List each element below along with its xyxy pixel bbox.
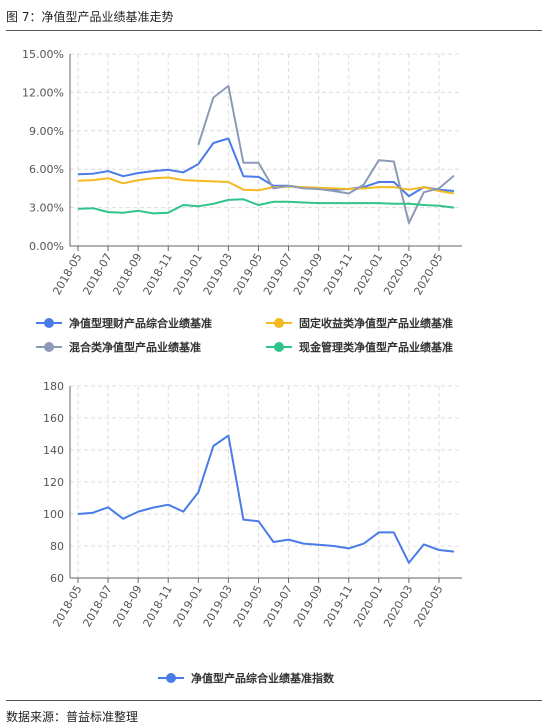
series-line-2: [77, 176, 455, 195]
x-tick-label: 2020-01: [351, 251, 385, 297]
x-tick-label: 2019-05: [231, 583, 265, 629]
x-tick-label: 2018-09: [111, 251, 145, 297]
x-tick-label: 2020-03: [381, 251, 415, 297]
series-line-4: [77, 198, 455, 215]
series-line-1: [77, 434, 455, 564]
legend-marker: [44, 342, 54, 352]
legend-marker: [166, 673, 176, 683]
y-tick-label: 180: [43, 380, 64, 393]
x-tick-label: 2019-01: [171, 583, 205, 629]
x-tick-label: 2018-05: [50, 251, 84, 297]
legend-label: 现金管理类净值型产品业绩基准: [299, 340, 453, 354]
x-tick-label: 2018-07: [80, 583, 114, 629]
y-tick-label: 60: [50, 572, 64, 585]
x-tick-label: 2020-05: [411, 583, 445, 629]
y-tick-label: 80: [50, 540, 64, 553]
y-tick-label: 120: [43, 476, 64, 489]
y-tick-label: 6.00%: [29, 163, 64, 176]
legend-marker: [274, 342, 284, 352]
x-tick-label: 2018-07: [80, 251, 114, 297]
x-tick-label: 2019-01: [171, 251, 205, 297]
y-tick-label: 15.00%: [22, 48, 64, 61]
x-tick-label: 2019-05: [231, 251, 265, 297]
x-tick-label: 2018-11: [141, 251, 175, 297]
x-tick-label: 2019-09: [291, 251, 325, 297]
x-tick-label: 2018-05: [50, 583, 84, 629]
y-tick-label: 160: [43, 412, 64, 425]
benchmark-line-chart: 0.00%3.00%6.00%9.00%12.00%15.00%2018-052…: [22, 48, 462, 354]
x-tick-label: 2020-05: [411, 251, 445, 297]
legend-label: 固定收益类净值型产品业绩基准: [299, 316, 453, 330]
data-source-note: 数据来源：普益标准整理: [6, 710, 139, 724]
legend-label: 混合类净值型产品业绩基准: [69, 340, 201, 354]
top-rule: [6, 30, 542, 31]
x-tick-label: 2020-03: [381, 583, 415, 629]
y-tick-label: 9.00%: [29, 125, 64, 138]
legend-label: 净值型理财产品综合业绩基准: [69, 316, 212, 330]
x-tick-label: 2018-09: [111, 583, 145, 629]
x-tick-label: 2019-03: [201, 583, 235, 629]
bottom-rule: [6, 700, 542, 701]
series-line-1: [77, 137, 455, 198]
benchmark-index-line-chart: 60 80 100 120 140 160 180 2018-052018-072018-09…: [43, 380, 462, 685]
x-tick-label: 2019-07: [261, 251, 295, 297]
legend-marker: [44, 318, 54, 328]
y-tick-label: 100: [43, 508, 64, 521]
legend-marker: [274, 318, 284, 328]
y-tick-label: 140: [43, 444, 64, 457]
y-tick-label: 3.00%: [29, 202, 64, 215]
x-tick-label: 2018-11: [141, 583, 175, 629]
legend-label: 净值型产品综合业绩基准指数: [191, 671, 335, 685]
y-tick-label: 0.00%: [29, 240, 64, 253]
x-tick-label: 2019-09: [291, 583, 325, 629]
x-tick-label: 2019-07: [261, 583, 295, 629]
x-tick-label: 2019-11: [321, 251, 355, 297]
x-tick-label: 2020-01: [351, 583, 385, 629]
x-tick-label: 2019-11: [321, 583, 355, 629]
series-line-3: [197, 85, 455, 224]
x-tick-label: 2019-03: [201, 251, 235, 297]
y-tick-label: 12.00%: [22, 86, 64, 99]
figure-title: 图 7：净值型产品业绩基准走势: [6, 10, 174, 24]
